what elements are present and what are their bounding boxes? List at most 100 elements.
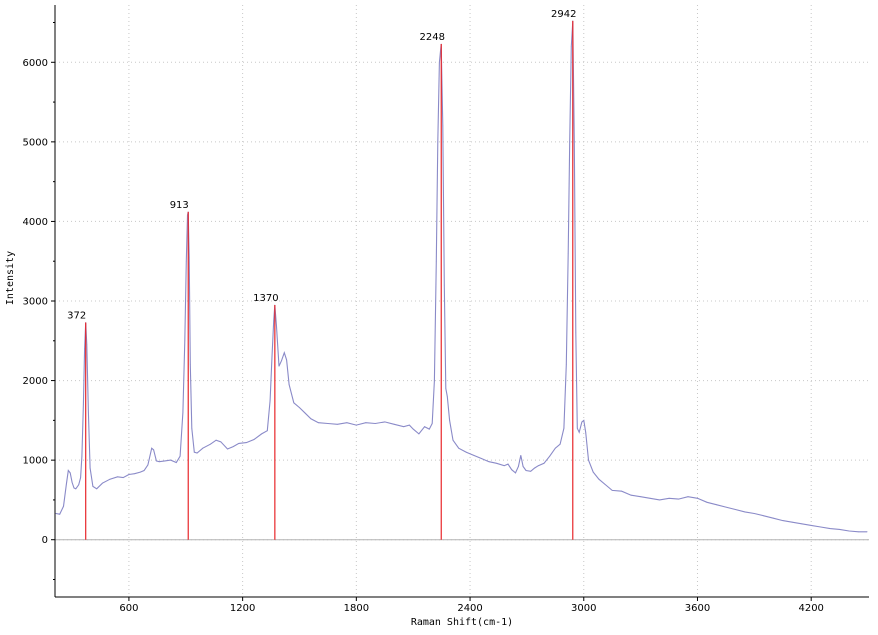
spectrum-point <box>839 529 840 530</box>
spectrum-point <box>431 423 433 424</box>
spectrum-point <box>69 472 71 474</box>
spectrum-point <box>286 359 287 361</box>
spectrum-point <box>134 473 136 475</box>
spectrum-point <box>269 400 271 401</box>
spectrum-point <box>299 407 300 408</box>
y-tick-label: 4000 <box>23 217 48 228</box>
x-tick-label: 3600 <box>685 603 710 614</box>
spectrum-point <box>452 439 454 441</box>
spectrum-point <box>588 459 589 461</box>
spectrum-point <box>158 461 160 463</box>
spectrum-point <box>412 428 414 430</box>
spectrum-point <box>534 467 535 469</box>
spectrum-point <box>293 402 295 404</box>
spectrum-point <box>697 497 698 499</box>
spectrum-point <box>446 396 448 397</box>
spectrum-point <box>182 412 184 413</box>
spectrum-point <box>238 443 240 444</box>
spectrum-point <box>592 471 594 473</box>
spectrum-point <box>66 483 67 485</box>
spectrum-point <box>83 404 84 405</box>
spectrum-point <box>86 344 88 346</box>
spectrum-point <box>573 141 575 143</box>
spectrum-point <box>866 531 868 533</box>
spectrum-point <box>583 420 585 421</box>
spectrum-point <box>735 509 736 510</box>
spectrum-point <box>458 447 460 449</box>
spectrum-point <box>185 260 187 262</box>
peak-label: 2942 <box>551 9 576 20</box>
y-axis-title: Intensity <box>5 251 16 305</box>
spectrum-point <box>92 486 94 487</box>
spectrum-point <box>569 141 571 143</box>
spectrum-point <box>202 447 204 449</box>
spectrum-point <box>678 498 679 500</box>
spectrum-point <box>418 433 420 435</box>
spectrum-point <box>220 441 222 443</box>
spectrum-point <box>71 482 73 483</box>
spectrum-point <box>215 439 217 441</box>
spectrum-point <box>725 506 727 508</box>
spectrum-point <box>424 426 425 428</box>
spectrum-point <box>179 455 181 457</box>
spectrum-point <box>530 470 532 472</box>
x-tick-label: 1200 <box>230 603 255 614</box>
spectrum-point <box>170 459 172 461</box>
spectrum-point <box>89 467 91 469</box>
spectrum-point <box>604 483 605 485</box>
spectrum-point <box>153 449 155 451</box>
spectrum-point <box>621 490 623 492</box>
spectrum-point <box>63 505 64 507</box>
spectrum-point <box>449 420 450 421</box>
spectrum-point <box>507 463 509 465</box>
spectrum-point <box>184 340 186 342</box>
spectrum-point <box>81 455 83 457</box>
x-tick-label: 1800 <box>344 603 369 614</box>
spectrum-point <box>570 46 572 47</box>
spectrum-point <box>193 451 195 453</box>
spectrum-point <box>75 488 77 490</box>
spectrum-point <box>128 474 130 475</box>
spectrum-point <box>581 421 583 423</box>
spectrum-point <box>156 460 157 462</box>
spectrum-point <box>537 465 539 467</box>
spectrum-point <box>143 470 145 471</box>
spectrum-point <box>384 421 386 423</box>
spectrum-point <box>261 433 262 435</box>
spectrum-point <box>543 462 545 464</box>
spectrum-point <box>271 356 273 358</box>
spectrum-point <box>858 531 859 533</box>
spectrum-point <box>434 380 435 381</box>
spectrum-point <box>78 484 80 486</box>
spectrum-point <box>520 455 522 456</box>
spectrum-point <box>151 447 153 449</box>
spectrum-point <box>409 424 410 426</box>
spectrum-point <box>515 472 516 474</box>
spectrum-point <box>801 523 803 525</box>
y-tick-label: 5000 <box>23 137 48 148</box>
spectrum-point <box>428 428 430 430</box>
spectrum-point <box>67 470 69 471</box>
spectrum-point <box>88 412 89 413</box>
spectrum-point <box>278 365 280 367</box>
spectrum-point <box>304 412 306 414</box>
spectrum-point <box>310 418 312 420</box>
spectrum-point <box>473 455 475 456</box>
spectrum-point <box>810 525 812 526</box>
spectrum-point <box>565 364 567 366</box>
spectrum-point <box>355 424 357 426</box>
spectrum-point <box>374 423 376 424</box>
x-axis-ticks: 600 1200 1800 2400 3000 3600 4200 <box>119 597 824 614</box>
y-tick-label: 1000 <box>23 456 48 467</box>
spectrum-point <box>716 504 717 506</box>
spectrum-point <box>164 460 166 462</box>
spectrum-point <box>659 499 660 501</box>
spectrum-point <box>139 471 141 473</box>
spectrum-point <box>102 482 103 484</box>
peak-label: 372 <box>67 310 86 321</box>
spectrum-point <box>611 490 613 491</box>
spectrum-point <box>80 477 81 478</box>
spectrum-point <box>281 360 282 362</box>
spectrum-point <box>791 521 793 523</box>
spectrum-point <box>559 443 561 445</box>
